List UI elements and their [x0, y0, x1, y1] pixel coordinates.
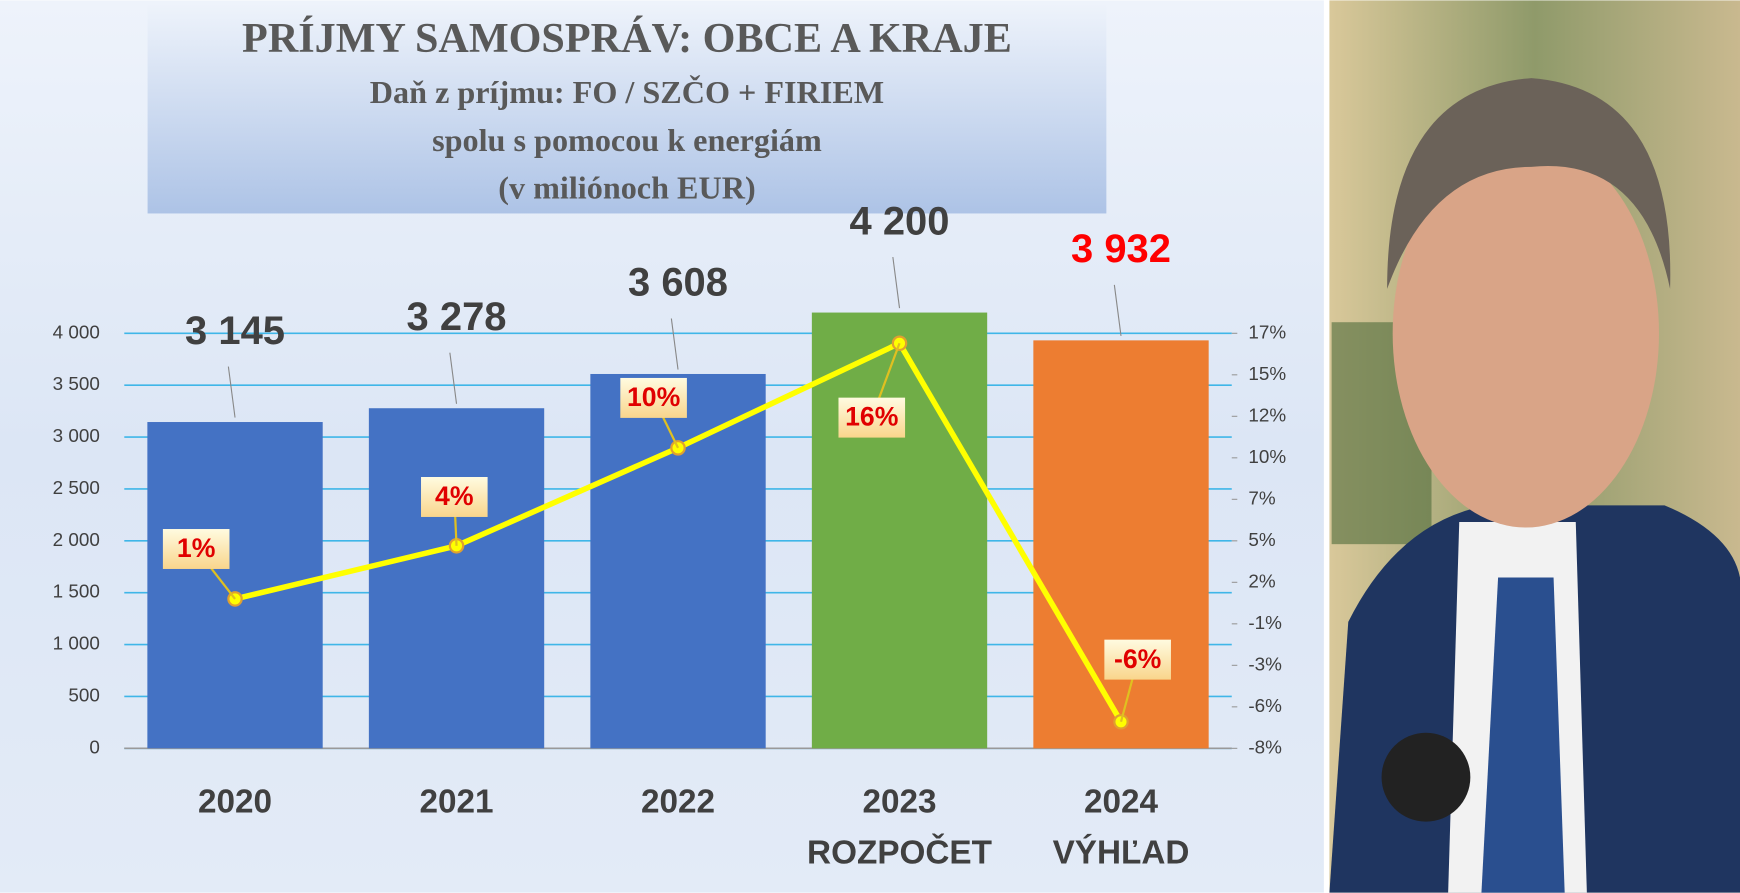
- y2-tick-label: -3%: [1248, 653, 1282, 674]
- label-box: [620, 377, 687, 418]
- value-label: 3 145: [185, 309, 285, 353]
- photo: [1329, 0, 1740, 893]
- y-tick-label: 0: [89, 736, 100, 757]
- y2-tick-label: -6%: [1248, 695, 1282, 716]
- chart-subtitle: (v miliónoch EUR): [498, 170, 755, 206]
- x-tick-sublabel: ROZPOČET: [807, 833, 992, 872]
- leader-line: [1113, 284, 1122, 336]
- leader-line: [670, 318, 679, 370]
- y2-tick-label: 17%: [1248, 321, 1286, 342]
- y2-tick-label: 2%: [1248, 570, 1275, 591]
- bar: [368, 408, 545, 749]
- photo-hair: [1387, 78, 1671, 289]
- label-box: [838, 397, 906, 438]
- photo-face: [1392, 139, 1659, 528]
- label-box: [162, 529, 230, 569]
- line-value-label: 16%: [845, 402, 898, 432]
- y2-tick-label: 15%: [1248, 363, 1286, 384]
- line-point: [1113, 714, 1129, 730]
- leader-line: [449, 352, 458, 404]
- value-label: 3 608: [628, 261, 728, 305]
- label-box: [421, 477, 488, 517]
- x-tick-sublabel: VÝHĽAD: [1053, 834, 1190, 872]
- y2-tick-label: 7%: [1248, 487, 1275, 508]
- chart-subtitle: Daň z príjmu: FO / SZČO + FIRIEM: [370, 74, 884, 110]
- bar: [1033, 340, 1209, 749]
- value-label: 3 278: [407, 295, 507, 339]
- y-tick-label: 3 000: [53, 425, 100, 446]
- x-tick-label: 2023: [862, 784, 936, 821]
- photo-tie: [1481, 577, 1565, 893]
- x-tick-label: 2022: [641, 784, 715, 821]
- leader-line: [892, 257, 901, 309]
- y2-tick-label: 10%: [1248, 446, 1286, 467]
- leader-line: [227, 366, 236, 418]
- label-box: [1104, 639, 1171, 680]
- y-tick-label: 1 500: [53, 581, 100, 602]
- y-tick-label: 2 500: [53, 477, 100, 498]
- line-value-label: 4%: [435, 481, 473, 511]
- y2-tick-label: 12%: [1248, 404, 1286, 425]
- line-value-label: 10%: [627, 382, 680, 412]
- x-tick-label: 2021: [420, 784, 494, 821]
- chart-subtitle: spolu s pomocou k energiám: [432, 122, 822, 158]
- title-box: [147, 3, 1107, 214]
- y-tick-label: 3 500: [53, 373, 100, 394]
- y2-tick-label: -1%: [1248, 612, 1282, 633]
- x-tick-label: 2020: [198, 784, 272, 821]
- x-tick-label: 2024: [1084, 784, 1159, 821]
- value-label: 3 932: [1071, 227, 1171, 271]
- value-label: 4 200: [850, 199, 950, 243]
- y2-tick-label: 5%: [1248, 529, 1275, 550]
- y-tick-label: 1 000: [53, 633, 100, 654]
- line-value-label: 1%: [177, 533, 215, 563]
- line-value-label: -6%: [1114, 644, 1161, 674]
- photo-microphone: [1381, 732, 1471, 822]
- y2-tick-label: -8%: [1248, 736, 1282, 757]
- bar: [811, 312, 988, 749]
- y-tick-label: 4 000: [53, 321, 100, 342]
- y-tick-label: 2 000: [53, 529, 100, 550]
- y-tick-label: 500: [68, 684, 99, 705]
- chart-title: PRÍJMY SAMOSPRÁV: OBCE A KRAJE: [242, 15, 1012, 62]
- bar: [590, 373, 766, 749]
